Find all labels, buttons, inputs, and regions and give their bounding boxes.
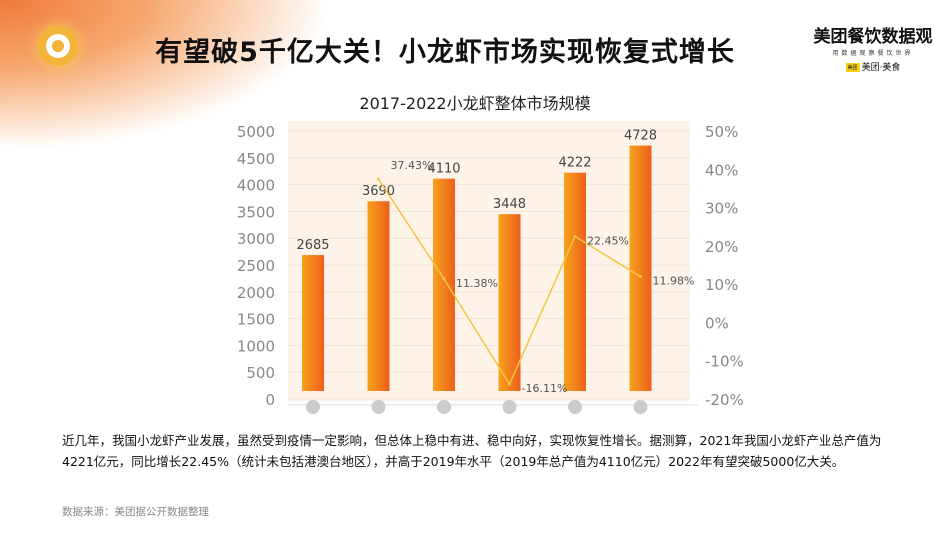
y-left-tick-label: 4000 bbox=[237, 177, 275, 195]
category-marker bbox=[306, 400, 320, 414]
growth-rate-point bbox=[508, 382, 511, 386]
y-right-tick-label: -20% bbox=[705, 391, 744, 409]
growth-rate-point bbox=[639, 275, 642, 279]
y-right-tick-label: 10% bbox=[705, 276, 738, 294]
y-left-tick-label: 3000 bbox=[237, 230, 275, 248]
y-left-tick-label: 2000 bbox=[237, 284, 275, 302]
growth-rate-point bbox=[377, 177, 380, 181]
plot-area bbox=[288, 121, 690, 401]
y-left-tick-label: 3500 bbox=[237, 203, 275, 221]
category-marker bbox=[502, 400, 517, 414]
y-left-tick-label: 0 bbox=[265, 391, 275, 409]
page-title: 有望破5千亿大关！小龙虾市场实现恢复式增长 bbox=[155, 37, 735, 68]
growth-rate-label: 11.38% bbox=[456, 277, 498, 290]
growth-rate-label: 22.45% bbox=[587, 234, 629, 247]
sub-brand-name: 美团·美食 bbox=[861, 63, 901, 73]
bar-value-label: 2685 bbox=[296, 238, 329, 253]
growth-rate-point bbox=[442, 277, 446, 281]
bar-value-label: 3690 bbox=[362, 184, 395, 199]
category-marker bbox=[568, 400, 582, 414]
bar-value-label: 4110 bbox=[427, 162, 460, 177]
y-right-tick-label: 50% bbox=[705, 123, 738, 141]
chart-title: 2017-2022小龙虾整体市场规模 bbox=[359, 94, 591, 113]
y-right-tick-label: -10% bbox=[705, 353, 744, 371]
bar-value-label: 3448 bbox=[493, 197, 526, 212]
bar bbox=[629, 145, 652, 391]
data-source: 数据来源：美团据公开数据整理 bbox=[62, 506, 209, 518]
y-left-tick-label: 2500 bbox=[237, 257, 275, 275]
bar bbox=[433, 178, 455, 391]
y-left-tick-label: 5000 bbox=[237, 123, 275, 141]
growth-rate-label: 11.98% bbox=[653, 275, 695, 288]
growth-rate-point bbox=[573, 234, 577, 238]
y-right-tick-label: 20% bbox=[705, 238, 738, 256]
y-right-tick-label: 40% bbox=[705, 161, 738, 179]
brand-logo: 美团餐饮数据观 用数据观察餐饮世界 美团 美团·美食 bbox=[808, 22, 938, 73]
y-left-tick-label: 1000 bbox=[237, 337, 275, 355]
growth-rate-label: 37.43% bbox=[391, 159, 433, 172]
category-marker bbox=[437, 400, 451, 414]
y-left-tick-label: 500 bbox=[246, 364, 275, 382]
category-marker bbox=[371, 400, 386, 414]
bar bbox=[498, 214, 521, 391]
description-text: 近几年，我国小龙虾产业发展，虽然受到疫情一定影响，但总体上稳中有进、稳中向好，实… bbox=[62, 433, 882, 469]
y-right-tick-label: 0% bbox=[705, 314, 729, 332]
bar-value-label: 4728 bbox=[624, 129, 657, 144]
y-left-tick-label: 4500 bbox=[237, 150, 275, 168]
category-marker bbox=[633, 400, 648, 414]
bar bbox=[367, 201, 390, 391]
bar bbox=[564, 172, 586, 391]
target-logo-icon bbox=[38, 26, 78, 66]
bar bbox=[302, 255, 324, 391]
bar-value-label: 4222 bbox=[558, 156, 591, 171]
brand-badge: 美团 bbox=[845, 63, 860, 72]
brand-name: 美团餐饮数据观 bbox=[813, 27, 933, 47]
growth-rate-label: -16.11% bbox=[522, 382, 568, 395]
y-left-tick-label: 1500 bbox=[237, 311, 275, 329]
y-right-tick-label: 30% bbox=[705, 200, 738, 218]
brand-tagline: 用数据观察餐饮世界 bbox=[832, 50, 914, 57]
sub-brand: 美团 美团·美食 bbox=[808, 60, 938, 73]
